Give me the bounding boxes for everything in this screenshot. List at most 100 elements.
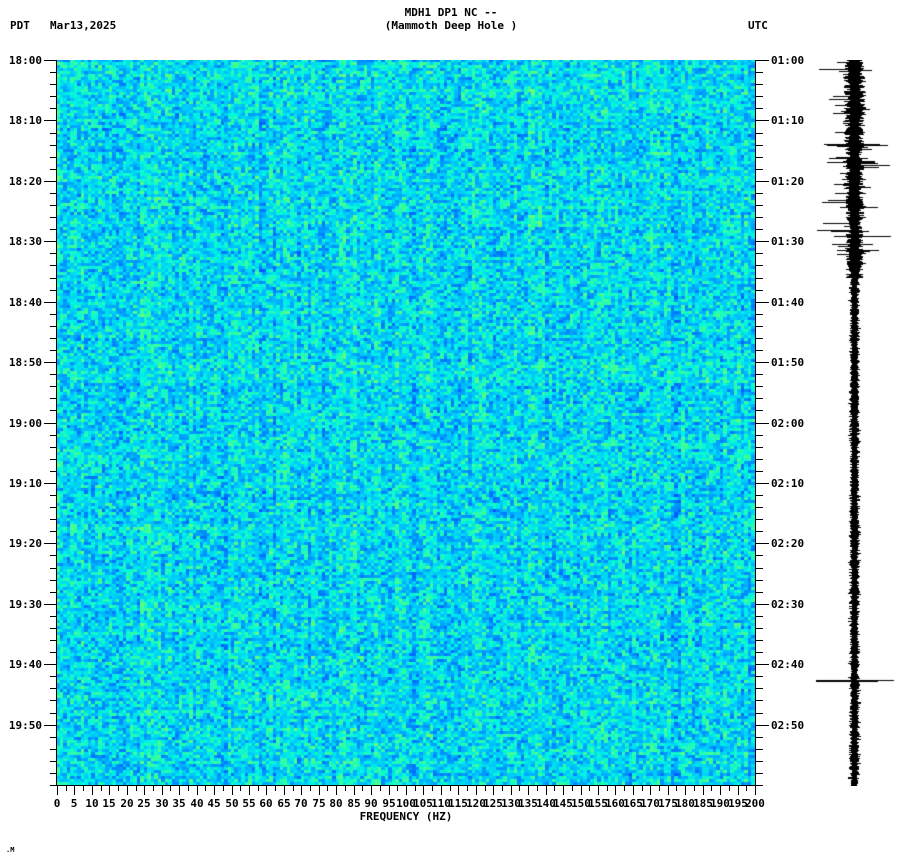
axis-tick [50,193,57,194]
axis-tick [50,314,57,315]
axis-tick [74,786,75,795]
axis-tick [50,773,57,774]
axis-tick [756,713,763,714]
freq-label-150: 150 [571,797,591,810]
axis-tick [205,786,206,791]
axis-tick [127,786,128,795]
axis-tick [756,676,763,677]
station-title-line2: (Mammoth Deep Hole ) [384,19,518,32]
axis-tick [50,531,57,532]
axis-tick [458,786,459,795]
axis-tick [755,786,756,795]
axis-tick [756,253,763,254]
axis-tick [756,555,763,556]
helicorder-trace-panel[interactable] [810,60,902,786]
axis-tick [50,676,57,677]
axis-tick [502,786,503,791]
axis-tick [589,786,590,791]
axis-tick [50,145,57,146]
axis-tick [354,786,355,795]
time-label-utc-7: 02:10 [771,477,805,490]
axis-tick [685,786,686,795]
axis-tick [756,725,769,726]
axis-tick [50,700,57,701]
freq-label-145: 145 [553,797,573,810]
axis-tick [301,786,302,795]
axis-tick [756,410,763,411]
axis-tick [756,519,763,520]
axis-tick [624,786,625,791]
axis-tick [50,640,57,641]
freq-label-95: 95 [382,797,396,810]
axis-tick [50,447,57,448]
axis-tick [50,410,57,411]
axis-tick [493,786,494,795]
time-label-utc-1: 01:10 [771,114,805,127]
time-label-utc-6: 02:00 [771,417,805,430]
axis-tick [249,786,250,795]
axis-tick [50,737,57,738]
axis-tick [153,786,154,791]
axis-tick [756,640,763,641]
axis-tick [756,580,763,581]
axis-tick [756,241,769,242]
time-label-utc-4: 01:40 [771,296,805,309]
axis-tick [423,786,424,795]
time-label-pdt-3: 18:30 [8,235,42,248]
axis-tick [50,459,57,460]
axis-tick [485,786,486,791]
axis-tick [756,72,763,73]
freq-label-25: 25 [137,797,151,810]
axis-tick [232,786,233,795]
axis-tick [756,145,763,146]
axis-tick [546,786,547,795]
date-label: Mar13,2025 [50,19,117,32]
spectrogram-plot[interactable] [57,60,755,785]
freq-label-125: 125 [483,797,503,810]
time-label-utc-2: 01:20 [771,175,805,188]
axis-tick [83,786,84,791]
axis-tick [432,786,433,791]
timezone-label-right: UTC [748,19,768,32]
axis-tick [50,96,57,97]
axis-tick [44,181,57,182]
freq-label-40: 40 [190,797,204,810]
freq-label-170: 170 [640,797,660,810]
axis-tick [118,786,119,791]
freq-label-60: 60 [259,797,273,810]
axis-tick [756,592,763,593]
axis-tick [598,786,599,795]
time-label-pdt-5: 18:50 [8,356,42,369]
freq-label-50: 50 [225,797,239,810]
freq-label-5: 5 [70,797,78,810]
axis-tick [756,604,769,605]
axis-tick [44,241,57,242]
axis-tick [756,700,763,701]
axis-tick [44,483,57,484]
axis-tick [581,786,582,795]
time-label-pdt-7: 19:10 [8,477,42,490]
axis-tick [572,786,573,791]
axis-tick [50,265,57,266]
time-label-pdt-2: 18:20 [8,175,42,188]
axis-tick [50,108,57,109]
axis-tick [756,217,763,218]
axis-tick [50,84,57,85]
freq-label-55: 55 [242,797,256,810]
axis-tick [756,543,769,544]
freq-label-155: 155 [588,797,608,810]
axis-tick [179,786,180,795]
axis-tick [746,786,747,791]
time-label-pdt-1: 18:10 [8,114,42,127]
axis-tick [756,386,763,387]
freq-label-130: 130 [501,797,521,810]
axis-tick [144,786,145,795]
axis-tick [188,786,189,791]
axis-tick [44,423,57,424]
axis-tick [50,72,57,73]
time-label-utc-3: 01:30 [771,235,805,248]
axis-tick [528,786,529,795]
axis-tick [50,713,57,714]
time-label-utc-9: 02:30 [771,598,805,611]
axis-tick [756,133,763,134]
